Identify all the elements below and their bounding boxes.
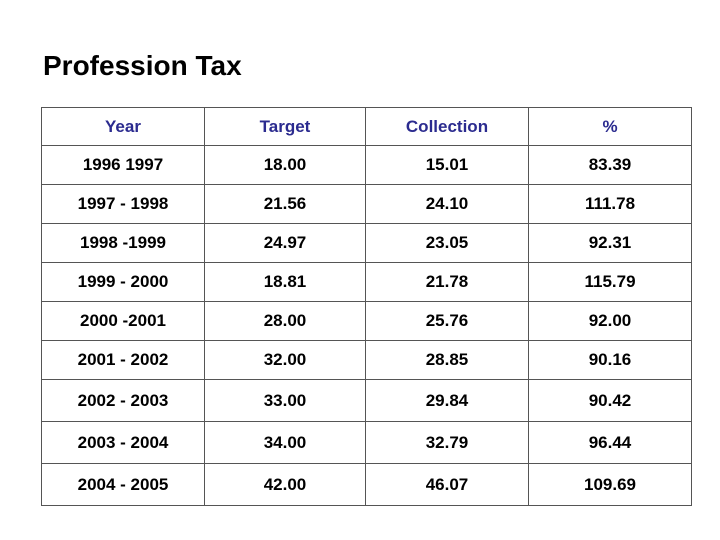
table-row: 2001 - 2002 32.00 28.85 90.16 (41, 340, 692, 380)
cell-year: 2000 -2001 (41, 301, 205, 341)
cell-collection: 29.84 (365, 379, 529, 422)
cell-collection: 25.76 (365, 301, 529, 341)
table-row: 2002 - 2003 33.00 29.84 90.42 (41, 379, 692, 422)
cell-year: 1997 - 1998 (41, 184, 205, 224)
cell-collection: 21.78 (365, 262, 529, 302)
cell-year: 2002 - 2003 (41, 379, 205, 422)
table-row: 1997 - 1998 21.56 24.10 111.78 (41, 184, 692, 224)
cell-percent: 90.42 (528, 379, 692, 422)
cell-year: 1996 1997 (41, 145, 205, 185)
cell-year: 2003 - 2004 (41, 421, 205, 464)
page-title: Profession Tax (43, 50, 242, 81)
cell-target: 42.00 (204, 463, 366, 506)
table-row: 1996 1997 18.00 15.01 83.39 (41, 145, 692, 185)
cell-percent: 83.39 (528, 145, 692, 185)
header-year: Year (41, 107, 205, 146)
cell-percent: 109.69 (528, 463, 692, 506)
cell-year: 1999 - 2000 (41, 262, 205, 302)
cell-collection: 15.01 (365, 145, 529, 185)
header-percent: % (528, 107, 692, 146)
cell-percent: 92.31 (528, 223, 692, 263)
profession-tax-table: Year Target Collection % 1996 1997 18.00… (41, 107, 692, 506)
table-row: 1999 - 2000 18.81 21.78 115.79 (41, 262, 692, 302)
cell-target: 34.00 (204, 421, 366, 464)
cell-year: 1998 -1999 (41, 223, 205, 263)
cell-collection: 23.05 (365, 223, 529, 263)
cell-collection: 28.85 (365, 340, 529, 380)
header-collection: Collection (365, 107, 529, 146)
table-header-row: Year Target Collection % (41, 107, 692, 146)
table-row: 2000 -2001 28.00 25.76 92.00 (41, 301, 692, 341)
cell-percent: 92.00 (528, 301, 692, 341)
cell-percent: 111.78 (528, 184, 692, 224)
header-target: Target (204, 107, 366, 146)
cell-target: 18.81 (204, 262, 366, 302)
table-row: 2003 - 2004 34.00 32.79 96.44 (41, 421, 692, 464)
table-row: 1998 -1999 24.97 23.05 92.31 (41, 223, 692, 263)
cell-target: 33.00 (204, 379, 366, 422)
cell-target: 21.56 (204, 184, 366, 224)
cell-target: 32.00 (204, 340, 366, 380)
cell-target: 28.00 (204, 301, 366, 341)
cell-target: 24.97 (204, 223, 366, 263)
table-row: 2004 - 2005 42.00 46.07 109.69 (41, 463, 692, 506)
cell-percent: 90.16 (528, 340, 692, 380)
cell-percent: 96.44 (528, 421, 692, 464)
cell-collection: 32.79 (365, 421, 529, 464)
cell-collection: 24.10 (365, 184, 529, 224)
cell-collection: 46.07 (365, 463, 529, 506)
cell-year: 2001 - 2002 (41, 340, 205, 380)
cell-percent: 115.79 (528, 262, 692, 302)
cell-target: 18.00 (204, 145, 366, 185)
cell-year: 2004 - 2005 (41, 463, 205, 506)
